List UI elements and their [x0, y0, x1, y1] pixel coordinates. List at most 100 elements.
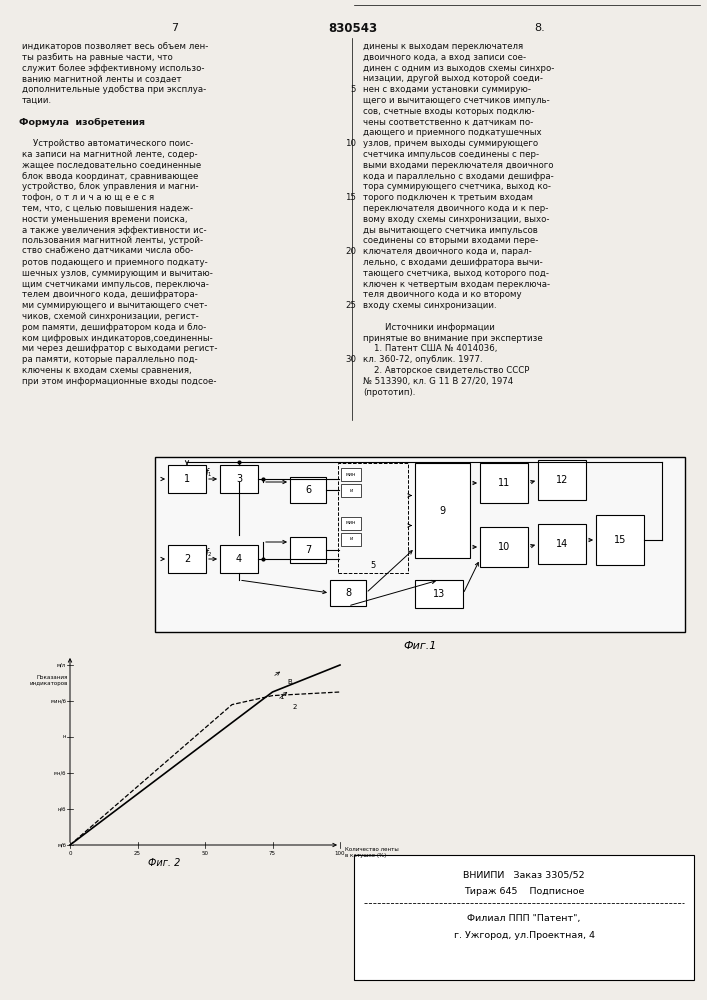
Text: двоичного кода, а вход записи сое-: двоичного кода, а вход записи сое- [363, 53, 526, 62]
Text: 13: 13 [433, 589, 445, 599]
Text: щего и вычитающего счетчиков импуль-: щего и вычитающего счетчиков импуль- [363, 96, 550, 105]
Text: телем двоичного кода, дешифратора-: телем двоичного кода, дешифратора- [22, 290, 198, 299]
Text: Количество ленты
в катушке (%): Количество ленты в катушке (%) [345, 847, 399, 858]
Text: ми через дешифратор с выходами регист-: ми через дешифратор с выходами регист- [22, 344, 218, 353]
Text: 10: 10 [498, 542, 510, 552]
Text: переключателя двоичного кода и к пер-: переключателя двоичного кода и к пер- [363, 204, 549, 213]
Text: 25: 25 [345, 301, 356, 310]
Text: Фиг.1: Фиг.1 [403, 641, 437, 651]
Text: низации, другой выход которой соеди-: низации, другой выход которой соеди- [363, 74, 543, 83]
Text: B: B [288, 679, 292, 685]
Text: 11: 11 [498, 478, 510, 488]
Bar [480, 463, 528, 503]
Text: счетчика импульсов соединены с пер-: счетчика импульсов соединены с пер- [363, 150, 539, 159]
Text: Филиал ППП "Патент",: Филиал ППП "Патент", [467, 914, 580, 924]
Bar [220, 545, 258, 573]
Text: лельно, с входами дешифратора вычи-: лельно, с входами дешифратора вычи- [363, 258, 543, 267]
Text: ра памяти, которые параллельно под-: ра памяти, которые параллельно под- [22, 355, 198, 364]
Text: принятые во внимание при экспертизе: принятые во внимание при экспертизе [363, 334, 543, 343]
Text: ВНИИПИ   Заказ 3305/52: ВНИИПИ Заказ 3305/52 [463, 870, 585, 880]
Text: ка записи на магнитной ленте, содер-: ка записи на магнитной ленте, содер- [22, 150, 198, 159]
Text: Фиг. 2: Фиг. 2 [148, 858, 181, 868]
Text: ды вычитающего счетчика импульсов: ды вычитающего счетчика импульсов [363, 226, 538, 235]
Text: 75: 75 [269, 851, 276, 856]
Text: Тираж 645    Подписное: Тираж 645 Подписное [464, 886, 584, 896]
Bar [354, 855, 694, 980]
Text: 5: 5 [370, 560, 375, 570]
Text: 4: 4 [236, 554, 242, 564]
Text: 10: 10 [345, 139, 356, 148]
Text: выми входами переключателя двоичного: выми входами переключателя двоичного [363, 161, 554, 170]
Text: и: и [349, 488, 353, 492]
Text: 6: 6 [305, 485, 311, 495]
Bar [480, 527, 528, 567]
Text: 8: 8 [345, 588, 351, 598]
Text: 100: 100 [334, 851, 345, 856]
Text: н: н [62, 734, 66, 740]
Text: ми суммирующего и вычитающего счет-: ми суммирующего и вычитающего счет- [22, 301, 207, 310]
Text: ключателя двоичного кода и, парал-: ключателя двоичного кода и, парал- [363, 247, 532, 256]
Bar [338, 463, 408, 573]
Text: кода и параллельно с входами дешифра-: кода и параллельно с входами дешифра- [363, 172, 554, 181]
Bar [596, 515, 644, 565]
Text: щим счетчиками импульсов, переключа-: щим счетчиками импульсов, переключа- [22, 280, 209, 289]
Bar [538, 524, 586, 564]
Text: нен с входами установки суммирую-: нен с входами установки суммирую- [363, 85, 531, 94]
Text: вому входу схемы синхронизации, выхо-: вому входу схемы синхронизации, выхо- [363, 215, 549, 224]
Text: сов, счетные входы которых подклю-: сов, счетные входы которых подклю- [363, 107, 534, 116]
Text: теля двоичного кода и ко второму: теля двоичного кода и ко второму [363, 290, 522, 299]
Text: н/б: н/б [58, 806, 66, 812]
Bar [330, 580, 366, 606]
Text: 2. Авторское свидетельство СССР: 2. Авторское свидетельство СССР [363, 366, 530, 375]
Text: входу схемы синхронизации.: входу схемы синхронизации. [363, 301, 496, 310]
Text: блок ввода координат, сравнивающее: блок ввода координат, сравнивающее [22, 172, 199, 181]
Text: дополнительные удобства при эксплуа-: дополнительные удобства при эксплуа- [22, 85, 206, 94]
Text: № 513390, кл. G 11 В 27/20, 1974: № 513390, кл. G 11 В 27/20, 1974 [363, 377, 513, 386]
Text: Устройство автоматического поис-: Устройство автоматического поис- [22, 139, 194, 148]
Text: соединены со вторыми входами пере-: соединены со вторыми входами пере- [363, 236, 538, 245]
Text: ности уменьшения времени поиска,: ности уменьшения времени поиска, [22, 215, 187, 224]
Text: шечных узлов, суммирующим и вычитаю-: шечных узлов, суммирующим и вычитаю- [22, 269, 213, 278]
Text: мин: мин [346, 472, 356, 477]
Text: 8.: 8. [534, 23, 545, 33]
Text: ты разбить на равные части, что: ты разбить на равные части, что [22, 53, 173, 62]
Bar [341, 533, 361, 546]
Text: мн/б: мн/б [54, 770, 66, 776]
Text: узлов, причем выходы суммирующего: узлов, причем выходы суммирующего [363, 139, 538, 148]
Text: тем, что, с целью повышения надеж-: тем, что, с целью повышения надеж- [22, 204, 193, 213]
Text: устройство, блок управления и магни-: устройство, блок управления и магни- [22, 182, 199, 191]
Bar [415, 580, 463, 608]
Bar [341, 468, 361, 481]
Text: 1: 1 [279, 694, 284, 700]
Text: ротов подающего и приемного подкату-: ротов подающего и приемного подкату- [22, 258, 208, 267]
Bar [290, 477, 326, 503]
Text: (прототип).: (прототип). [363, 388, 416, 397]
Text: чиков, схемой синхронизации, регист-: чиков, схемой синхронизации, регист- [22, 312, 199, 321]
Text: динен с одним из выходов схемы синхро-: динен с одним из выходов схемы синхро- [363, 64, 554, 73]
Text: $f_1$: $f_1$ [206, 467, 213, 479]
Text: 1. Патент США № 4014036,: 1. Патент США № 4014036, [363, 344, 498, 353]
Text: жащее последовательно соединенные: жащее последовательно соединенные [22, 161, 201, 170]
Text: кл. 360-72, опублик. 1977.: кл. 360-72, опублик. 1977. [363, 355, 483, 364]
Text: г. Ужгород, ул.Проектная, 4: г. Ужгород, ул.Проектная, 4 [453, 930, 595, 940]
Text: 2: 2 [293, 704, 297, 710]
Bar [538, 460, 586, 500]
Text: 12: 12 [556, 475, 568, 485]
Text: дающего и приемного подкатушечных: дающего и приемного подкатушечных [363, 128, 542, 137]
Text: мин/б: мин/б [50, 698, 66, 704]
Text: 9: 9 [440, 506, 445, 516]
Text: служит более эффективному использо-: служит более эффективному использо- [22, 64, 204, 73]
Text: 5: 5 [351, 85, 356, 94]
Bar [415, 463, 470, 558]
Text: ключен к четвертым входам переключа-: ключен к четвертым входам переключа- [363, 280, 550, 289]
Text: 7: 7 [305, 545, 311, 555]
Bar [168, 545, 206, 573]
Bar [341, 517, 361, 530]
Bar [220, 465, 258, 493]
Text: ключены к входам схемы сравнения,: ключены к входам схемы сравнения, [22, 366, 192, 375]
Text: тора суммирующего счетчика, выход ко-: тора суммирующего счетчика, выход ко- [363, 182, 551, 191]
Text: 7: 7 [171, 23, 179, 33]
Text: и: и [349, 536, 353, 542]
Text: ванию магнитной ленты и создает: ванию магнитной ленты и создает [22, 74, 182, 83]
Text: тающего счетчика, выход которого под-: тающего счетчика, выход которого под- [363, 269, 549, 278]
